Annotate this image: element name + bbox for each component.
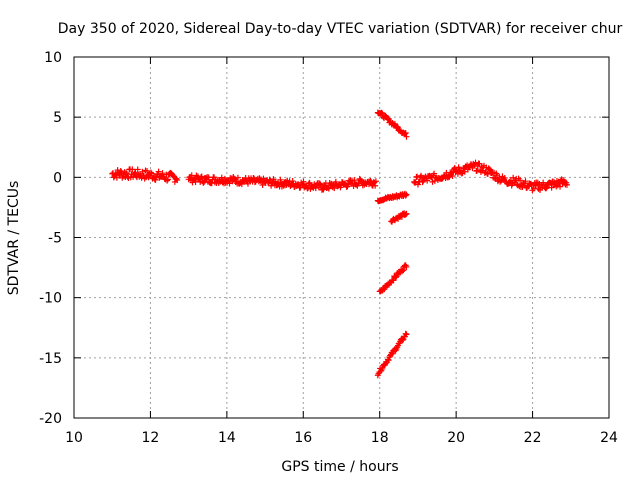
data-point [563, 181, 570, 188]
data-point [517, 177, 524, 184]
data-point [400, 267, 407, 274]
data-point [147, 169, 154, 176]
data-point [424, 177, 431, 184]
data-point [411, 179, 418, 186]
data-point [385, 357, 392, 364]
data-point [134, 166, 141, 173]
data-point [123, 170, 130, 177]
data-point [385, 115, 392, 122]
data-point [159, 170, 166, 177]
data-point [455, 164, 462, 171]
data-point [259, 182, 266, 189]
data-point [320, 186, 327, 193]
y-axis-label: SDTVAR / TECUs [6, 181, 22, 296]
series-segment [374, 330, 410, 379]
data-point [198, 173, 205, 180]
data-point [403, 331, 410, 338]
series-segment [411, 159, 570, 194]
data-point [197, 174, 204, 181]
data-point [331, 185, 338, 192]
data-point [250, 175, 257, 182]
data-point [403, 263, 410, 270]
x-tick-label: 20 [447, 430, 465, 446]
y-tick-label: -20 [39, 411, 62, 427]
data-point [155, 168, 162, 175]
y-tick-label: 10 [44, 50, 62, 66]
data-point [403, 191, 410, 198]
data-point [372, 182, 379, 189]
data-point [461, 168, 468, 175]
data-point [164, 177, 171, 184]
data-point [496, 174, 503, 181]
data-point [152, 176, 159, 183]
data-point [312, 185, 319, 192]
data-point [173, 175, 180, 182]
data-point [164, 176, 171, 183]
data-point [114, 167, 121, 174]
grid [74, 57, 609, 418]
data-point [226, 180, 233, 187]
data-point [403, 133, 410, 140]
data-point [472, 159, 479, 166]
data-point [449, 173, 456, 180]
data-point [381, 286, 388, 293]
x-tick-label: 16 [294, 430, 312, 446]
y-tick-label: 5 [53, 110, 62, 126]
data-point [390, 277, 397, 284]
y-tick-label: -5 [48, 231, 62, 247]
x-axis-label: GPS time / hours [281, 459, 398, 475]
x-tick-label: 22 [524, 430, 542, 446]
x-tick-label: 12 [142, 430, 160, 446]
data-point [170, 172, 177, 179]
data-points [109, 109, 570, 379]
x-tick-label: 18 [371, 430, 389, 446]
data-point [399, 337, 406, 344]
x-tick-label: 10 [65, 430, 83, 446]
data-point [419, 179, 426, 186]
series-segment [374, 190, 410, 205]
ticks: 10 12 14 16 18 20 22 24 -20 -15 -10 -5 0 5 10 [39, 50, 618, 446]
data-point [402, 211, 409, 218]
data-point [402, 129, 409, 136]
data-point [522, 178, 529, 185]
data-point [402, 192, 409, 199]
y-tick-label: 0 [53, 170, 62, 186]
data-point [389, 350, 396, 357]
data-point [484, 171, 491, 178]
series-segment [109, 166, 181, 185]
data-point [378, 109, 385, 116]
data-point [139, 168, 146, 175]
series-segment [185, 172, 379, 193]
data-point [113, 174, 120, 181]
data-point [501, 174, 508, 181]
data-point [548, 184, 555, 191]
data-point [351, 177, 358, 184]
data-point [431, 170, 438, 177]
y-tick-label: -10 [39, 291, 62, 307]
data-point [234, 174, 241, 181]
chart-title: Day 350 of 2020, Sidereal Day-to-day VTE… [58, 21, 623, 37]
data-point [367, 177, 374, 184]
data-point [469, 165, 476, 172]
data-point [403, 210, 410, 217]
data-point [200, 179, 207, 186]
data-point [316, 180, 323, 187]
series-segment [388, 210, 410, 225]
series-segment [374, 109, 410, 140]
data-point [174, 177, 181, 184]
data-point [129, 166, 136, 173]
y-tick-label: -15 [39, 351, 62, 367]
data-point [218, 174, 225, 181]
x-tick-label: 14 [218, 430, 236, 446]
data-point [325, 185, 332, 192]
series-segment [376, 262, 410, 295]
data-point [277, 176, 284, 183]
data-point [543, 183, 550, 190]
x-tick-label: 24 [600, 430, 618, 446]
data-point [300, 178, 307, 185]
data-point [458, 170, 465, 177]
data-point [372, 178, 379, 185]
